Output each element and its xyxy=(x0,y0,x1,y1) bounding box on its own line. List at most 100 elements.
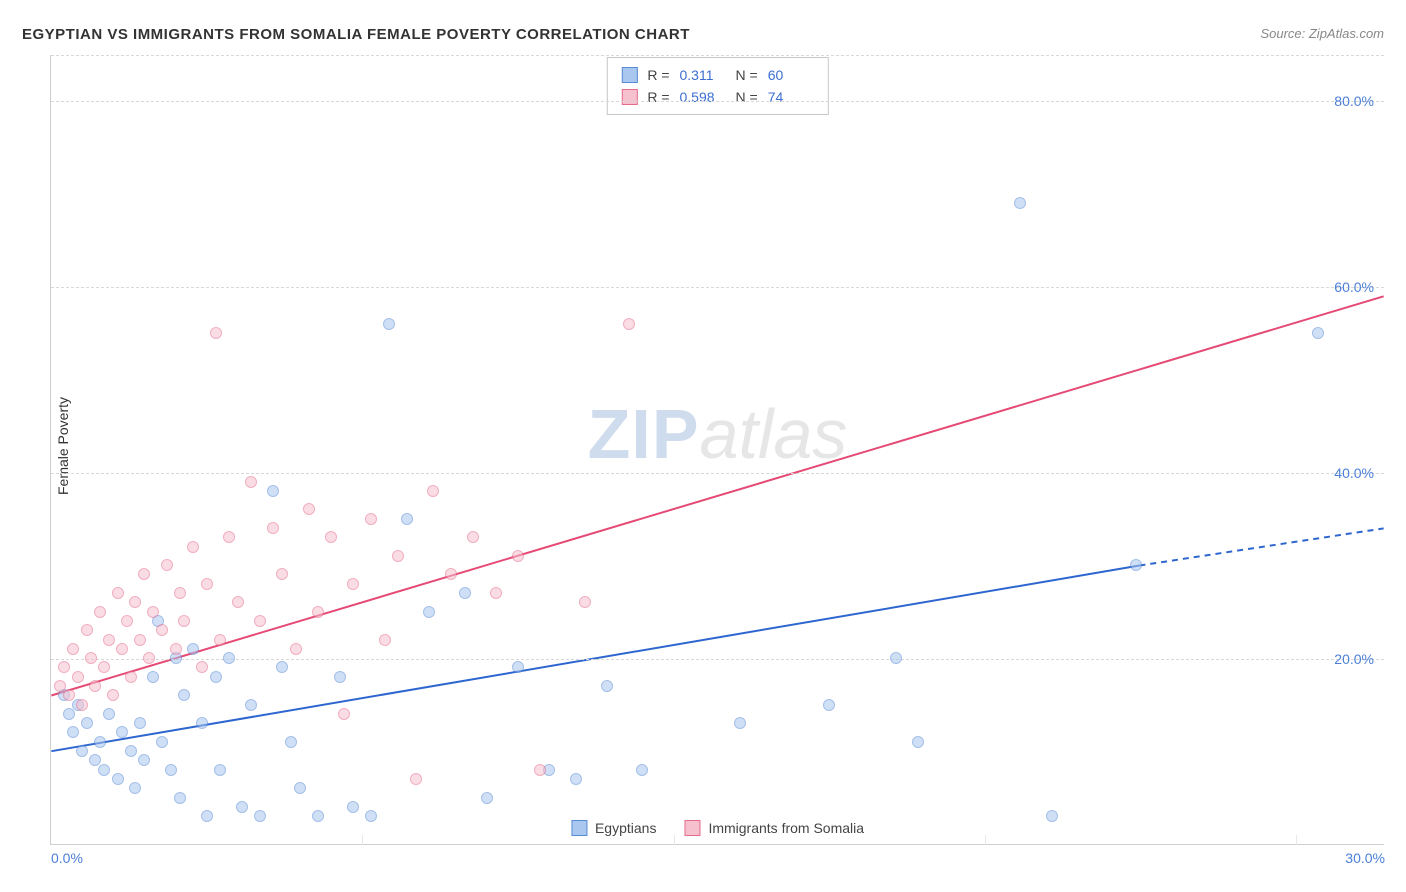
scatter-point xyxy=(365,513,377,525)
scatter-point xyxy=(89,680,101,692)
scatter-point xyxy=(427,485,439,497)
y-tick-label: 40.0% xyxy=(1334,465,1374,481)
scatter-point xyxy=(112,587,124,599)
watermark-atlas: atlas xyxy=(700,395,848,473)
scatter-point xyxy=(1014,197,1026,209)
scatter-point xyxy=(276,568,288,580)
scatter-point xyxy=(245,476,257,488)
scatter-point xyxy=(303,503,315,515)
stats-row: R =0.598N =74 xyxy=(621,86,813,108)
scatter-point xyxy=(1046,810,1058,822)
x-tick-label: 30.0% xyxy=(1345,850,1385,866)
scatter-point xyxy=(112,773,124,785)
gridline-horizontal xyxy=(51,287,1384,288)
chart-plot-area: ZIPatlas R =0.311N =60R =0.598N =74 Egyp… xyxy=(50,55,1384,845)
scatter-point xyxy=(156,624,168,636)
scatter-point xyxy=(379,634,391,646)
scatter-point xyxy=(129,782,141,794)
scatter-point xyxy=(285,736,297,748)
scatter-point xyxy=(365,810,377,822)
scatter-point xyxy=(459,587,471,599)
stats-row: R =0.311N =60 xyxy=(621,64,813,86)
scatter-point xyxy=(196,717,208,729)
scatter-point xyxy=(67,726,79,738)
scatter-point xyxy=(890,652,902,664)
scatter-point xyxy=(58,661,70,673)
scatter-point xyxy=(410,773,422,785)
scatter-point xyxy=(254,615,266,627)
scatter-point xyxy=(267,485,279,497)
scatter-point xyxy=(512,661,524,673)
watermark-zip: ZIP xyxy=(588,395,700,473)
legend-swatch xyxy=(621,67,637,83)
scatter-point xyxy=(223,531,235,543)
y-tick-label: 20.0% xyxy=(1334,651,1374,667)
scatter-point xyxy=(170,643,182,655)
r-label: R = xyxy=(647,86,669,108)
scatter-point xyxy=(823,699,835,711)
scatter-point xyxy=(481,792,493,804)
scatter-point xyxy=(734,717,746,729)
scatter-point xyxy=(187,541,199,553)
r-value: 0.311 xyxy=(680,64,726,86)
scatter-point xyxy=(85,652,97,664)
scatter-point xyxy=(601,680,613,692)
scatter-point xyxy=(276,661,288,673)
scatter-point xyxy=(338,708,350,720)
y-tick-label: 60.0% xyxy=(1334,279,1374,295)
scatter-point xyxy=(98,764,110,776)
stats-legend: R =0.311N =60R =0.598N =74 xyxy=(606,57,828,115)
scatter-point xyxy=(579,596,591,608)
scatter-point xyxy=(147,606,159,618)
legend-swatch xyxy=(571,820,587,836)
scatter-point xyxy=(174,587,186,599)
scatter-point xyxy=(67,643,79,655)
scatter-point xyxy=(210,671,222,683)
scatter-point xyxy=(534,764,546,776)
scatter-point xyxy=(623,318,635,330)
scatter-point xyxy=(129,596,141,608)
scatter-point xyxy=(267,522,279,534)
scatter-point xyxy=(103,634,115,646)
source-attribution: Source: ZipAtlas.com xyxy=(1260,26,1384,41)
legend-label: Immigrants from Somalia xyxy=(708,820,864,836)
x-tick-label: 0.0% xyxy=(51,850,83,866)
scatter-point xyxy=(165,764,177,776)
legend-item: Egyptians xyxy=(571,820,656,836)
scatter-point xyxy=(138,568,150,580)
legend-item: Immigrants from Somalia xyxy=(684,820,864,836)
scatter-point xyxy=(245,699,257,711)
series-legend: Egyptians Immigrants from Somalia xyxy=(563,818,872,838)
scatter-point xyxy=(445,568,457,580)
gridline-vertical xyxy=(1296,835,1297,845)
r-label: R = xyxy=(647,64,669,86)
scatter-point xyxy=(94,736,106,748)
scatter-point xyxy=(347,578,359,590)
scatter-point xyxy=(383,318,395,330)
n-value: 60 xyxy=(768,64,814,86)
gridline-horizontal xyxy=(51,473,1384,474)
gridline-horizontal xyxy=(51,55,1384,56)
scatter-point xyxy=(290,643,302,655)
scatter-point xyxy=(214,764,226,776)
scatter-point xyxy=(423,606,435,618)
gridline-vertical xyxy=(362,835,363,845)
scatter-point xyxy=(636,764,648,776)
scatter-point xyxy=(490,587,502,599)
scatter-point xyxy=(236,801,248,813)
scatter-point xyxy=(347,801,359,813)
scatter-point xyxy=(116,726,128,738)
scatter-point xyxy=(134,717,146,729)
scatter-point xyxy=(98,661,110,673)
scatter-point xyxy=(196,661,208,673)
scatter-point xyxy=(116,643,128,655)
scatter-point xyxy=(134,634,146,646)
scatter-point xyxy=(254,810,266,822)
scatter-point xyxy=(232,596,244,608)
scatter-point xyxy=(81,717,93,729)
scatter-point xyxy=(125,671,137,683)
legend-label: Egyptians xyxy=(595,820,656,836)
scatter-point xyxy=(325,531,337,543)
scatter-point xyxy=(161,559,173,571)
scatter-point xyxy=(392,550,404,562)
